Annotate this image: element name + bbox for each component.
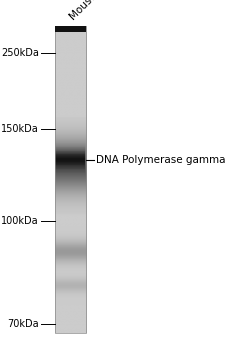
Bar bbox=[56, 145, 85, 146]
Bar bbox=[56, 171, 85, 172]
Bar bbox=[56, 175, 85, 176]
Text: 70kDa: 70kDa bbox=[7, 319, 39, 329]
Bar bbox=[56, 178, 85, 179]
Bar bbox=[56, 160, 85, 161]
Text: 150kDa: 150kDa bbox=[1, 124, 39, 134]
Bar bbox=[56, 149, 85, 150]
Bar bbox=[55, 26, 86, 32]
Text: 250kDa: 250kDa bbox=[1, 48, 39, 58]
Bar bbox=[56, 161, 85, 162]
Bar bbox=[56, 154, 85, 155]
Bar bbox=[56, 148, 85, 149]
Bar bbox=[55, 26, 86, 333]
Bar bbox=[56, 163, 85, 164]
Bar bbox=[56, 172, 85, 173]
Bar bbox=[56, 179, 85, 180]
Bar bbox=[56, 155, 85, 156]
Bar bbox=[56, 168, 85, 169]
Bar bbox=[56, 180, 85, 181]
Bar bbox=[56, 158, 85, 159]
Bar bbox=[56, 151, 85, 152]
Bar bbox=[56, 137, 85, 138]
Bar bbox=[56, 166, 85, 167]
Bar bbox=[56, 139, 85, 140]
Bar bbox=[56, 140, 85, 141]
Bar bbox=[56, 153, 85, 154]
Bar bbox=[56, 141, 85, 142]
Bar bbox=[56, 174, 85, 175]
Bar bbox=[56, 150, 85, 151]
Bar bbox=[56, 181, 85, 182]
Bar bbox=[56, 157, 85, 158]
Bar bbox=[56, 182, 85, 183]
Text: Mouse placenta: Mouse placenta bbox=[68, 0, 133, 22]
Bar bbox=[56, 144, 85, 145]
Bar bbox=[56, 164, 85, 166]
Bar bbox=[56, 156, 85, 157]
Bar bbox=[56, 176, 85, 177]
Bar bbox=[56, 142, 85, 143]
Bar bbox=[56, 173, 85, 174]
Bar bbox=[56, 177, 85, 178]
Bar bbox=[56, 136, 85, 137]
Bar bbox=[56, 138, 85, 139]
Bar bbox=[56, 167, 85, 168]
Bar bbox=[56, 170, 85, 171]
Bar bbox=[56, 146, 85, 147]
Bar bbox=[56, 152, 85, 153]
Text: 100kDa: 100kDa bbox=[1, 216, 39, 226]
Bar bbox=[56, 159, 85, 160]
Bar bbox=[56, 162, 85, 163]
Bar bbox=[56, 169, 85, 170]
Bar bbox=[56, 147, 85, 148]
Text: DNA Polymerase gamma: DNA Polymerase gamma bbox=[96, 155, 225, 164]
